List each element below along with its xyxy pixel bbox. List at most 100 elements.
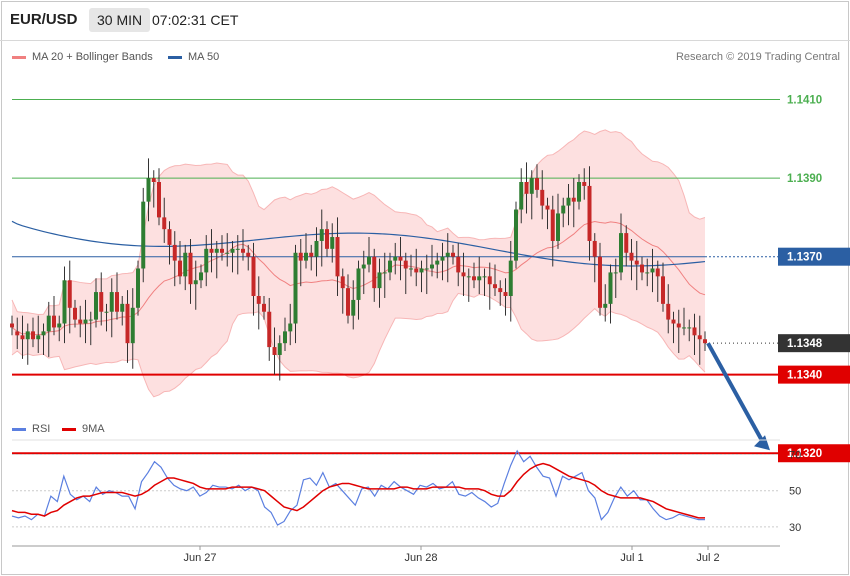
candle-body — [535, 178, 539, 190]
candle-body — [650, 268, 655, 273]
candle-body — [566, 197, 571, 206]
candle-body — [498, 288, 503, 293]
rsi-tick-label: 50 — [789, 486, 801, 498]
candle-body — [472, 276, 476, 281]
copyright-text: Research © 2019 Trading Central — [675, 51, 840, 63]
candle-body — [225, 252, 230, 254]
candle-body — [398, 256, 403, 261]
forecast-arrow — [706, 342, 766, 446]
candle-body — [587, 185, 592, 241]
candle-body — [298, 252, 303, 261]
candle-body — [634, 260, 639, 265]
candle-body — [267, 311, 272, 348]
legend-ma50: MA 50 — [168, 51, 219, 63]
level-label: 1.1340 — [787, 370, 822, 382]
candle-body — [697, 335, 702, 340]
candle-body — [125, 303, 130, 344]
candle-body — [157, 182, 161, 218]
candle-body — [451, 252, 455, 257]
rsi-tick-label: 70 — [789, 449, 801, 461]
candle-body — [671, 319, 676, 324]
candle-body — [120, 303, 125, 312]
candle-body — [540, 189, 545, 206]
9ma-line — [11, 462, 705, 519]
candle-body — [409, 268, 413, 270]
candle-body — [204, 248, 209, 273]
level-label: 1.1390 — [787, 173, 822, 185]
candle-body — [94, 292, 98, 320]
candle-body — [367, 256, 371, 265]
candle-body — [304, 252, 308, 261]
candle-body — [31, 331, 35, 340]
candle-body — [246, 252, 251, 257]
x-tick-label: Jun 28 — [404, 552, 437, 564]
level-label: 1.1320 — [787, 448, 822, 460]
candle-body — [209, 248, 214, 253]
candle-body — [10, 323, 14, 328]
candle-body — [682, 327, 686, 329]
candle-body — [666, 303, 671, 320]
candle-body — [235, 248, 240, 250]
ma50-swatch — [168, 55, 182, 59]
candle-body — [314, 240, 319, 257]
candle-body — [640, 264, 644, 273]
candle-body — [199, 272, 203, 281]
current-price-tag — [778, 334, 850, 353]
candle-body — [592, 240, 597, 257]
candle-body — [325, 229, 329, 249]
candle-body — [445, 252, 450, 257]
candle-body — [508, 260, 513, 296]
candle-body — [335, 237, 340, 277]
candle-body — [262, 303, 266, 312]
candle-body — [419, 268, 424, 273]
candle-body — [288, 323, 293, 332]
level-tag — [778, 444, 850, 463]
candle-body — [256, 296, 261, 304]
candle-body — [188, 252, 193, 285]
candle-body — [141, 201, 146, 269]
x-tick-label: Jun 27 — [183, 552, 216, 564]
candle-body — [556, 213, 560, 241]
candle-body — [146, 178, 151, 202]
candle-body — [388, 260, 392, 273]
candle-body — [514, 209, 518, 261]
candle-body — [67, 280, 72, 308]
candle-body — [62, 280, 67, 324]
candle-body — [382, 272, 387, 274]
clock-time: 07:02:31 CET — [152, 12, 239, 28]
candle-body — [645, 272, 650, 274]
symbol-label: EUR/USD — [10, 11, 78, 28]
candle-body — [482, 276, 487, 278]
candle-body — [193, 280, 198, 285]
candle-body — [78, 319, 83, 324]
candle-body — [577, 182, 581, 202]
candle-body — [598, 256, 602, 308]
candle-body — [178, 260, 182, 277]
candle-body — [183, 252, 188, 277]
chart-header: EUR/USD 30 MIN 07:02:31 CET — [0, 0, 850, 41]
candle-body — [57, 323, 62, 328]
candle-body — [251, 256, 256, 296]
ma20-swatch — [12, 55, 26, 59]
candle-body — [115, 292, 119, 312]
candle-body — [529, 178, 534, 194]
candle-body — [20, 335, 25, 340]
candle-body — [330, 237, 335, 249]
candle-body — [545, 205, 550, 210]
candle-body — [293, 252, 298, 324]
candle-body — [613, 272, 618, 274]
candle-body — [629, 252, 634, 261]
ma50-line — [11, 220, 706, 267]
candle-body — [624, 233, 629, 253]
rsi-line — [11, 449, 705, 526]
current-price-label: 1.1348 — [787, 338, 823, 350]
candle-body — [503, 292, 508, 296]
legend-ma50-label: MA 50 — [188, 51, 220, 63]
rsi-tick-label: 30 — [789, 522, 801, 534]
timeframe-selector[interactable]: 30 MIN — [89, 8, 151, 32]
candle-body — [130, 307, 135, 344]
candle-body — [461, 272, 466, 277]
candle-body — [487, 276, 492, 285]
candle-body — [83, 319, 88, 324]
